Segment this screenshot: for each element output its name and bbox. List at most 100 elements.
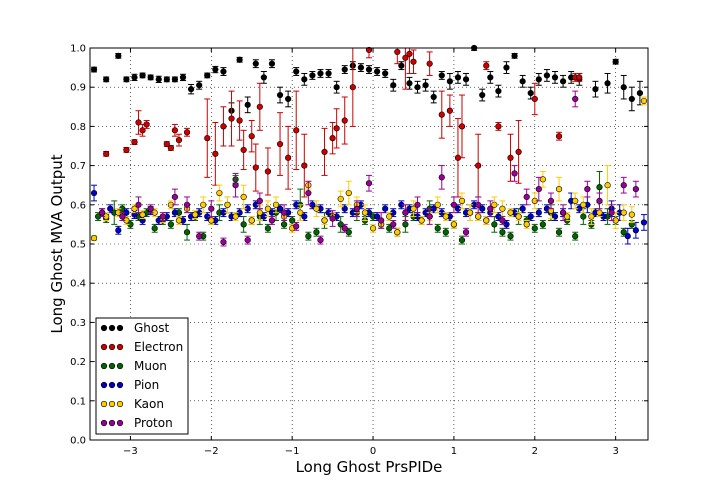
data-point (305, 189, 312, 197)
data-point (103, 150, 110, 157)
x-tick-label: −1 (285, 446, 300, 457)
data-point (289, 217, 296, 224)
legend-marker (108, 362, 116, 370)
data-point (224, 201, 231, 208)
data-point (547, 197, 555, 204)
y-tick-label: 0.9 (70, 83, 86, 94)
data-point (139, 127, 146, 134)
data-point (151, 225, 158, 232)
data-point (256, 209, 263, 216)
data-point (325, 70, 332, 77)
data-point (341, 225, 348, 232)
data-point (196, 82, 203, 89)
data-point (628, 95, 635, 103)
data-point (240, 146, 247, 154)
data-point (369, 225, 377, 232)
legend-marker (100, 324, 108, 332)
y-tick-label: 0.1 (70, 396, 86, 407)
data-point (119, 213, 126, 220)
data-point (345, 189, 352, 197)
series-ghost (90, 44, 644, 120)
legend-marker (100, 400, 108, 408)
data-point (365, 66, 373, 73)
data-point (329, 215, 336, 222)
data-point (143, 121, 150, 128)
legend-label: Proton (134, 416, 173, 430)
data-point (147, 74, 154, 81)
data-point (272, 201, 280, 208)
data-point (208, 205, 215, 212)
data-point (252, 164, 259, 171)
data-point (487, 205, 494, 212)
data-point (620, 84, 627, 91)
data-point (495, 123, 502, 130)
data-point (220, 238, 227, 246)
data-point (256, 103, 263, 110)
data-point (208, 217, 215, 224)
data-point (559, 78, 567, 85)
data-point (450, 221, 458, 228)
data-point (248, 133, 255, 140)
y-tick-label: 0.3 (70, 318, 86, 329)
data-point (479, 205, 486, 212)
data-point (559, 209, 567, 216)
data-point (244, 101, 251, 108)
x-tick-label: −2 (204, 446, 219, 457)
legend-marker (108, 400, 116, 408)
data-point (596, 209, 603, 216)
legend-marker (108, 381, 116, 389)
data-point (438, 72, 445, 79)
y-tick-label: 1.0 (70, 44, 86, 55)
data-point (212, 66, 219, 73)
data-point (244, 236, 251, 244)
data-point (171, 76, 179, 83)
data-point (394, 48, 401, 56)
data-point (123, 146, 130, 154)
data-point (402, 54, 409, 61)
data-point (240, 193, 247, 201)
data-point (499, 205, 506, 212)
data-point (511, 170, 518, 177)
data-point (438, 174, 445, 181)
data-point (228, 115, 235, 122)
legend-label: Pion (134, 378, 159, 392)
y-tick-label: 0.2 (70, 357, 86, 368)
data-point (123, 76, 130, 83)
data-point (90, 235, 98, 242)
data-point (293, 223, 300, 230)
data-point (551, 74, 559, 81)
data-point (580, 201, 587, 208)
data-point (386, 213, 393, 220)
data-point (341, 205, 348, 212)
legend-marker (100, 419, 108, 427)
data-point (107, 205, 114, 212)
data-point (313, 229, 320, 236)
data-point (280, 209, 288, 216)
data-point (365, 46, 373, 54)
data-point (200, 201, 207, 208)
data-point (555, 229, 563, 236)
data-point (539, 221, 546, 228)
data-point (426, 213, 433, 220)
data-point (167, 221, 174, 228)
data-point (483, 217, 490, 224)
data-point (604, 80, 611, 87)
data-point (398, 62, 405, 69)
data-point (382, 205, 389, 212)
data-point (539, 176, 546, 183)
data-point (99, 209, 106, 216)
data-point (341, 117, 348, 124)
data-point (636, 89, 644, 97)
data-point (608, 209, 615, 216)
legend-label: Ghost (134, 321, 169, 335)
data-point (543, 72, 551, 79)
data-point (147, 205, 154, 212)
data-point (438, 111, 445, 118)
data-point (572, 197, 579, 204)
data-point (115, 227, 122, 234)
data-point (183, 229, 191, 236)
data-point (450, 201, 458, 208)
legend-marker (108, 343, 116, 351)
data-point (357, 64, 365, 71)
data-point (620, 229, 627, 236)
